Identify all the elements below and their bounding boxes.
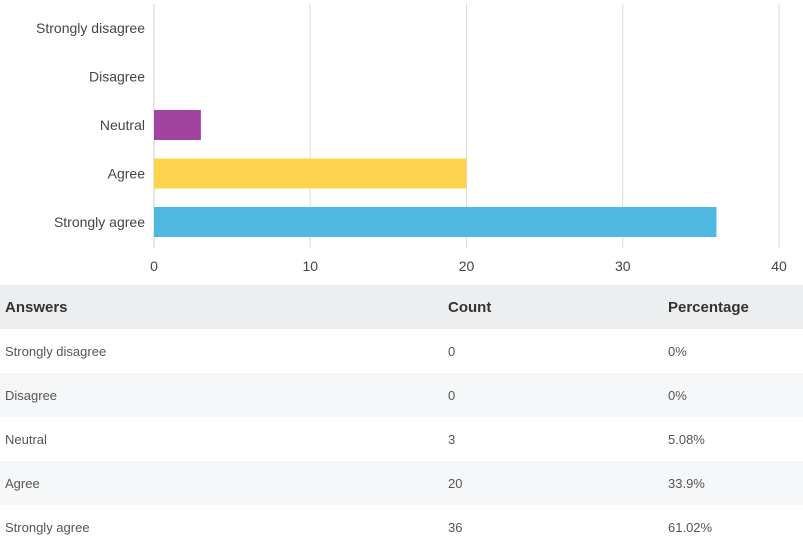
x-tick-label: 20 [459, 258, 475, 274]
category-label: Neutral [100, 117, 145, 133]
header-count[interactable]: Count [448, 298, 492, 316]
count-cell: 3 [448, 431, 456, 447]
count-cell: 0 [448, 343, 456, 359]
table-header-row: Answers Count Percentage [0, 285, 803, 329]
answer-cell: Neutral [5, 431, 47, 447]
x-tick-label: 30 [615, 258, 631, 274]
header-percentage[interactable]: Percentage [668, 298, 749, 316]
results-table: Answers Count Percentage Strongly disagr… [0, 285, 803, 543]
answer-cell: Strongly agree [5, 519, 90, 535]
percentage-cell: 0% [668, 343, 687, 359]
bar [154, 110, 201, 140]
bar [154, 158, 467, 189]
percentage-cell: 33.9% [668, 475, 705, 491]
category-label: Strongly agree [54, 214, 145, 230]
results-table-container: Answers Count Percentage Strongly disagr… [0, 285, 803, 543]
bar-chart: 0 10 20 30 40 Strongly disagree Disagree Neutra… [36, 4, 787, 274]
count-cell: 0 [448, 387, 456, 403]
table-row: Strongly agree 36 61.02% [0, 505, 803, 543]
header-answers[interactable]: Answers [5, 298, 68, 316]
x-tick-label: 0 [150, 258, 158, 274]
table-row: Neutral 3 5.08% [0, 417, 803, 461]
count-cell: 36 [448, 519, 463, 535]
table-row: Agree 20 33.9% [0, 461, 803, 505]
percentage-cell: 0% [668, 387, 687, 403]
percentage-cell: 61.02% [668, 519, 713, 535]
answer-cell: Strongly disagree [5, 343, 107, 359]
bar [154, 207, 717, 237]
x-tick-label: 40 [771, 258, 787, 274]
category-label: Strongly disagree [36, 20, 145, 36]
percentage-cell: 5.08% [668, 431, 705, 447]
answer-cell: Agree [5, 475, 40, 491]
table-row: Strongly disagree 0 0% [0, 329, 803, 373]
chart-svg: 0 10 20 30 40 Strongly disagree Disagree Neutra… [36, 4, 787, 274]
category-label: Agree [108, 166, 146, 182]
table-row: Disagree 0 0% [0, 373, 803, 417]
answer-cell: Disagree [5, 387, 58, 403]
x-tick-label: 10 [302, 258, 318, 274]
count-cell: 20 [448, 475, 463, 491]
category-label: Disagree [89, 69, 145, 85]
